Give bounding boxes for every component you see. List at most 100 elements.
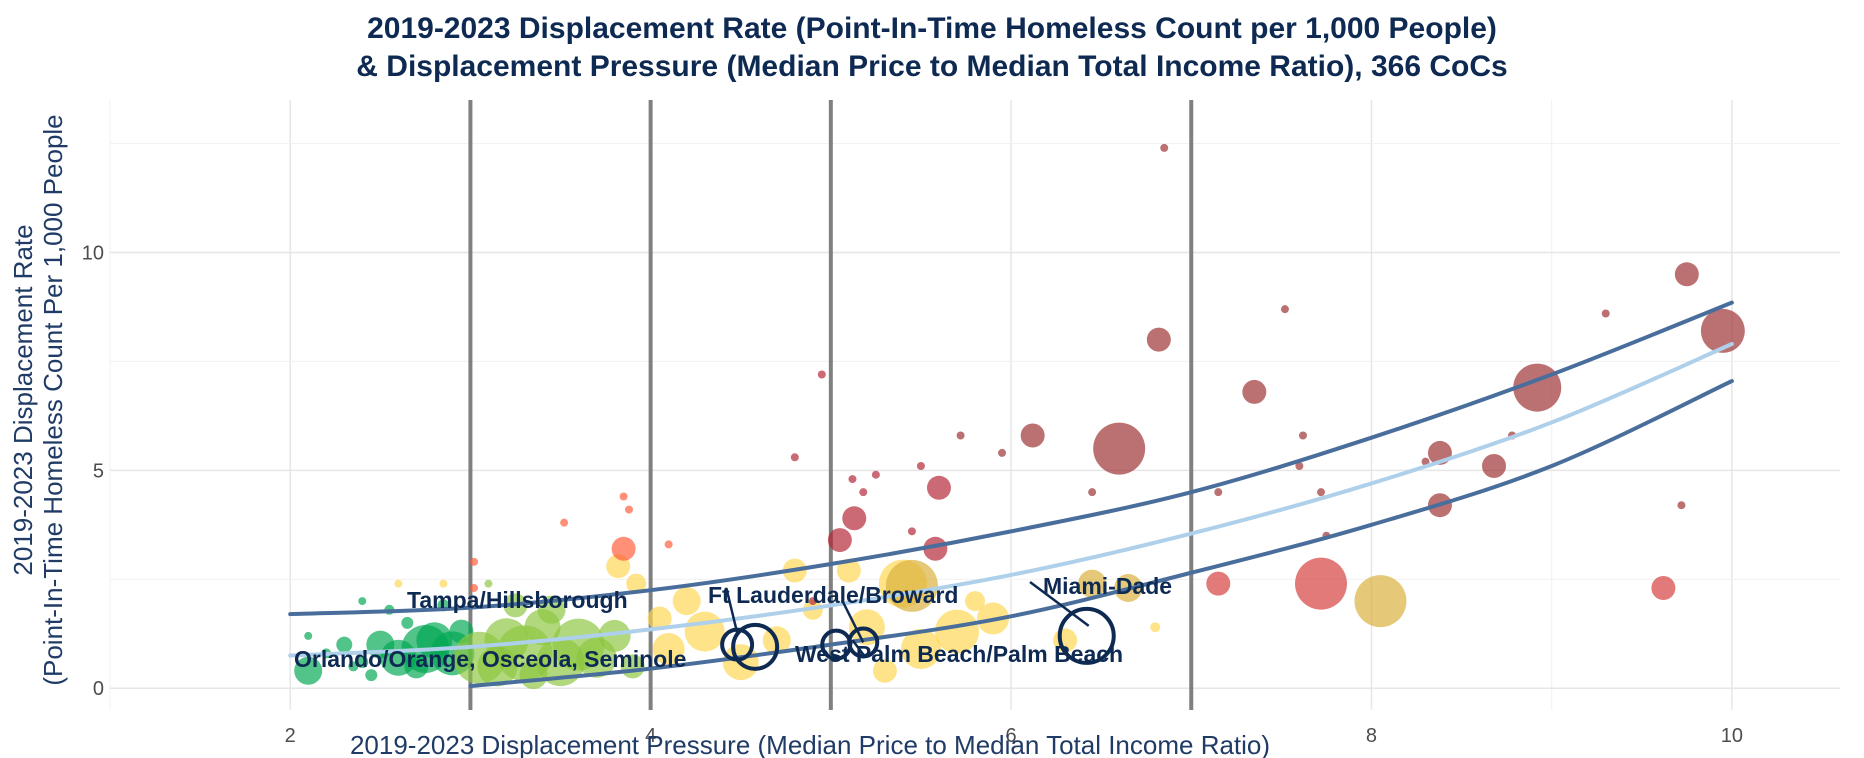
x-tick-label: 4 [645,725,656,747]
data-point [684,611,725,652]
data-point [1700,308,1745,353]
lower-band-curve [468,379,1734,689]
data-point [304,631,313,640]
data-point [365,669,378,682]
data-point [401,616,414,629]
data-point [848,475,857,484]
tick-labels: 2 4 6 8 10 0 5 10 [82,243,1743,748]
label-miami: Miami-Dade [1043,573,1172,599]
data-point [1020,423,1045,448]
data-point [626,573,647,594]
data-point [827,528,852,553]
highlight-ring [1057,606,1116,665]
data-point [1146,327,1171,352]
data-point [611,536,636,561]
data-point [356,656,369,669]
data-point [1093,422,1146,475]
data-point [336,636,353,653]
grid [109,100,1840,710]
data-point [926,475,951,500]
data-point [900,629,941,669]
data-point [1295,557,1347,610]
x-axis-title: 2019-2023 Displacement Pressure (Median … [350,730,1270,758]
data-point [470,557,479,566]
data-point [439,579,448,588]
data-point [1317,488,1325,497]
data-point [1354,575,1407,628]
x-tick-label: 8 [1366,725,1377,747]
data-point [790,453,799,462]
data-point [885,559,938,612]
data-point [664,540,673,549]
data-point [647,606,672,631]
x-tick-label: 2 [285,725,296,747]
data-point [965,591,985,612]
data-point [1298,431,1307,440]
data-point [484,579,493,588]
annotations: Tampa/Hillsborough Orlando/Orange, Osceo… [294,573,1172,672]
data-point [842,506,867,531]
label-westpalm: West Palm Beach/Palm Beach [795,641,1123,667]
label-leader-line [851,639,865,656]
data-point [1206,571,1231,596]
data-point [470,584,479,592]
data-point [817,370,826,379]
data-point [998,448,1007,457]
data-point [1651,576,1676,600]
label-leader-line [840,599,865,644]
data-point [1150,622,1161,633]
highlighted-cocs [720,580,1116,671]
data-point [1674,262,1699,287]
y-tick-label: 5 [93,460,104,482]
data-point [836,558,861,583]
data-point [1280,305,1289,314]
data-point [1214,488,1223,497]
data-point [294,656,323,685]
chart-title-line1: 2019-2023 Displacement Rate (Point-In-Ti… [367,12,1497,45]
data-point [560,518,569,527]
data-point [871,470,880,479]
data-points [294,143,1745,690]
y-tick-label: 0 [93,678,104,700]
fit-curves [288,300,1734,689]
y-axis-title-line1: 2019-2023 Displacement Rate [8,224,38,575]
label-tampa: Tampa/Hillsborough [407,587,628,613]
chart-title-line2: & Displacement Pressure (Median Price to… [356,50,1507,83]
x-tick-label: 6 [1005,725,1016,747]
data-point [1482,454,1506,478]
label-orlando: Orlando/Orange, Osceola, Seminole [294,646,686,672]
data-point [956,431,965,440]
data-point [1677,501,1686,510]
data-point [1160,143,1169,152]
data-point [625,505,633,514]
data-point [619,492,628,501]
y-tick-label: 10 [82,243,104,265]
highlight-ring [731,622,780,671]
data-point [934,609,979,654]
data-point [1295,462,1304,470]
label-ftlauderdale: Ft Lauderdale/Broward [708,582,958,608]
data-point [598,619,631,652]
data-point [872,658,897,683]
data-point [1421,457,1430,466]
data-point [394,579,403,588]
label-leader-line [725,587,739,633]
data-point [358,597,367,606]
upper-band-curve [288,300,1734,617]
label-leader-line [1029,580,1090,627]
data-point [916,462,925,470]
data-point [1242,379,1267,404]
data-point [907,527,916,536]
x-tick-label: 10 [1721,725,1743,747]
y-axis-title-line2: (Point-In-Time Homeless Count Per 1,000 … [38,114,68,685]
data-point [1088,488,1097,497]
data-point [1078,569,1107,598]
highlight-ring [847,626,880,659]
data-point [652,633,685,665]
data-point [859,488,868,497]
fitted-curve [288,342,1734,658]
data-point [1601,309,1610,318]
data-point [672,587,701,616]
reference-lines [468,100,1194,710]
